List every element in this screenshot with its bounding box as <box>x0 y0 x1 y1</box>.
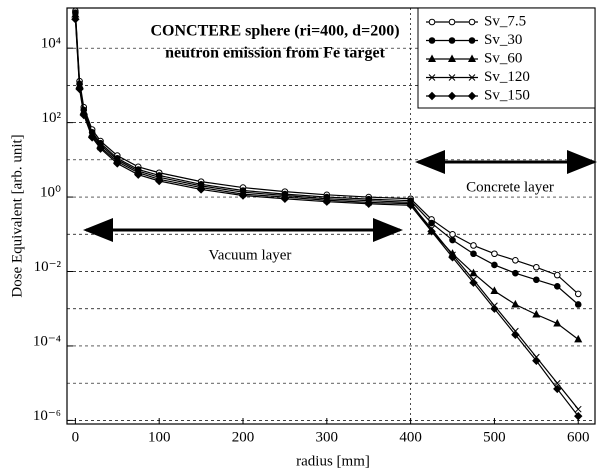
marker <box>511 330 520 339</box>
marker <box>470 242 477 249</box>
marker <box>448 253 457 262</box>
marker <box>533 276 540 284</box>
y-tick-label: 10⁻⁶ <box>33 408 61 424</box>
marker <box>490 304 499 313</box>
marker <box>113 159 122 168</box>
chart-title: CONCTERE sphere (ri=400, d=200) <box>150 23 399 40</box>
marker <box>532 309 541 318</box>
marker <box>574 301 582 308</box>
marker <box>154 176 164 186</box>
marker <box>448 37 456 44</box>
marker <box>553 283 561 290</box>
annotation: Vacuum layer <box>209 247 292 263</box>
marker <box>553 318 562 327</box>
marker <box>490 286 499 294</box>
marker <box>469 278 478 287</box>
marker <box>428 74 436 81</box>
marker <box>574 411 583 421</box>
y-tick-label: 10² <box>42 110 62 126</box>
marker <box>428 219 435 227</box>
marker <box>75 84 84 94</box>
marker <box>364 199 373 208</box>
marker <box>427 91 437 101</box>
marker <box>468 18 476 26</box>
marker <box>491 250 498 258</box>
marker <box>406 201 415 210</box>
marker <box>512 256 519 264</box>
x-tick-label: 400 <box>399 429 422 445</box>
x-tick-label: 600 <box>567 429 590 445</box>
marker <box>428 37 436 44</box>
marker <box>87 133 97 142</box>
marker <box>447 54 457 62</box>
marker <box>574 334 583 343</box>
marker <box>574 290 582 298</box>
marker <box>532 356 541 365</box>
plot-frame <box>66 7 596 425</box>
marker <box>448 74 456 81</box>
legend-box <box>417 7 596 109</box>
legend-label: Sv_7.5 <box>484 13 526 29</box>
marker <box>533 263 540 271</box>
marker <box>469 268 478 277</box>
x-axis-label: radius [mm] <box>296 453 370 469</box>
marker <box>134 170 143 179</box>
marker <box>574 405 582 413</box>
x-tick-label: 500 <box>483 429 506 445</box>
legend-label: Sv_30 <box>484 32 522 48</box>
marker <box>511 299 520 308</box>
y-tick-label: 10⁴ <box>41 36 61 52</box>
series-line <box>74 14 579 340</box>
marker <box>427 227 436 236</box>
y-tick-label: 10⁰ <box>40 184 61 200</box>
marker <box>553 379 561 387</box>
y-axis-label: Dose Equivalent [arb. unit] <box>9 134 25 297</box>
legend-label: Sv_120 <box>484 69 530 85</box>
series-line <box>74 19 579 417</box>
marker <box>428 18 436 26</box>
marker <box>467 54 477 62</box>
marker <box>470 250 477 258</box>
marker <box>96 144 105 153</box>
marker <box>467 91 477 101</box>
marker <box>449 230 456 238</box>
marker <box>71 14 80 24</box>
legend-label: Sv_60 <box>484 50 522 66</box>
marker <box>553 384 562 394</box>
marker <box>79 110 88 120</box>
marker <box>196 185 206 194</box>
data <box>71 7 583 421</box>
x-tick-label: 100 <box>148 429 171 445</box>
legend: Sv_7.5 Sv_30 Sv_60 Sv_120 Sv_150 <box>426 13 530 103</box>
x-tick-label: 0 <box>72 429 80 445</box>
marker <box>280 194 290 203</box>
marker <box>491 261 498 269</box>
marker <box>468 74 476 81</box>
legend-label: Sv_150 <box>484 87 530 103</box>
x-tick-label: 200 <box>232 429 255 445</box>
series-line <box>74 16 579 410</box>
marker <box>449 236 456 244</box>
marker <box>238 191 248 200</box>
marker <box>468 37 476 44</box>
marker <box>512 269 519 277</box>
marker <box>427 54 437 62</box>
series-line <box>74 10 579 295</box>
marker <box>553 271 561 279</box>
marker <box>447 91 457 101</box>
y-tick-label: 10⁻² <box>34 259 62 275</box>
marker <box>448 18 456 26</box>
marker <box>322 197 332 206</box>
x-tick-label: 300 <box>316 429 339 445</box>
chart-subtitle: neutron emission from Fe target <box>165 45 385 62</box>
y-tick-label: 10⁻⁴ <box>33 333 61 349</box>
annotation: Concrete layer <box>466 179 554 195</box>
series-line <box>74 12 579 305</box>
